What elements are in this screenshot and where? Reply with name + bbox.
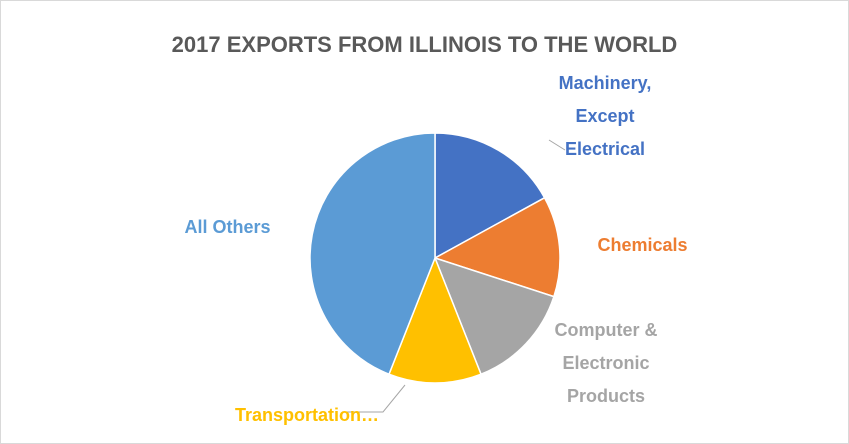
leader-line bbox=[343, 384, 406, 413]
slice-label: All Others bbox=[184, 217, 271, 237]
slice-label: Chemicals bbox=[597, 235, 688, 255]
slice-label: Machinery, Except Electrical bbox=[558, 73, 652, 159]
slice-label: Computer & Electronic Products bbox=[554, 320, 658, 406]
pie-slice bbox=[433, 196, 561, 298]
slice-label: Transportation… bbox=[235, 405, 380, 425]
pie-slice bbox=[309, 132, 436, 376]
pie-slice bbox=[434, 132, 546, 260]
leader-line bbox=[548, 139, 566, 151]
pie-slice bbox=[388, 255, 482, 384]
pie-slice bbox=[433, 256, 555, 376]
chart-title: 2017 EXPORTS FROM ILLINOIS TO THE WORLD bbox=[171, 32, 678, 57]
